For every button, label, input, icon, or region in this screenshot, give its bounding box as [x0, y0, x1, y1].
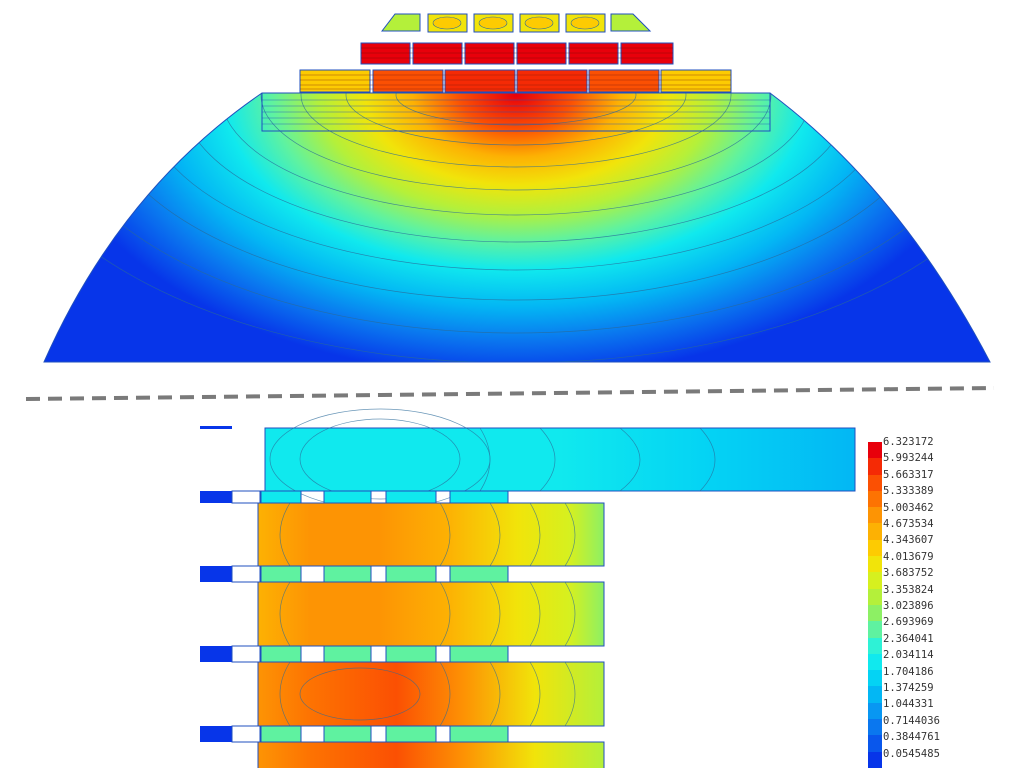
legend-swatch: [868, 702, 882, 720]
legend-swatch: [868, 507, 882, 524]
legend-label: 5.993244: [883, 452, 934, 465]
legend-swatch: [868, 523, 882, 540]
legend-label: 4.013679: [883, 550, 934, 563]
plate-lines: [262, 99, 770, 125]
legend-label: 3.683752: [883, 567, 934, 580]
legend-swatch: [868, 735, 882, 752]
top-bar-contours: [269, 408, 716, 510]
panel-separator: [25, 386, 995, 401]
legend-swatch: [868, 588, 882, 605]
legend-label: 1.374259: [883, 682, 934, 694]
legend-swatch: [868, 442, 882, 459]
legend-label: 2.034114: [883, 649, 934, 662]
connector-row-2: [200, 565, 509, 583]
legend-label: 2.693969: [883, 616, 934, 629]
legend-swatch: [868, 604, 882, 622]
legend-label: 3.023896: [883, 600, 934, 612]
legend-color-bar: [868, 442, 882, 768]
overview-panel: [43, 13, 991, 363]
legend-swatch: [868, 670, 882, 687]
detail-bar-2: [257, 581, 605, 647]
legend-label: 3.353824: [883, 583, 934, 596]
legend-swatch: [868, 653, 882, 671]
segment-row-middle: [360, 42, 674, 65]
legend-swatch: [868, 719, 882, 736]
segment-row-lower: [299, 69, 732, 93]
legend-label: 0.7144036: [883, 714, 940, 727]
legend-swatch: [868, 458, 882, 475]
connector-row-1: [200, 490, 509, 504]
legend-swatch: [868, 539, 882, 557]
legend-label: 6.323172: [883, 436, 934, 448]
detail-bar-3: [257, 661, 605, 727]
color-legend: 6.323172 5.993244 5.663317 5.333389 5.00…: [868, 436, 978, 768]
legend-swatch: [868, 572, 882, 589]
legend-label: 4.673534: [883, 518, 934, 530]
legend-label: 1.044331: [883, 698, 934, 711]
legend-swatch: [868, 621, 882, 638]
legend-label: 0.0545485: [883, 747, 940, 760]
legend-swatch: [868, 490, 882, 508]
legend-swatch: [868, 637, 882, 654]
legend-swatch: [868, 686, 882, 703]
legend-label: 2.364041: [883, 632, 934, 645]
segment-row-top: [380, 13, 652, 33]
legend-swatch: [868, 751, 882, 768]
detail-bar-4: [257, 741, 605, 768]
legend-swatch: [868, 556, 882, 573]
connector-row-3: [200, 645, 509, 663]
legend-label: 4.343607: [883, 534, 934, 547]
legend-label: 5.003462: [883, 501, 934, 514]
top-cyan-bar: [264, 427, 856, 492]
detail-panel: [200, 408, 856, 768]
legend-label: 5.333389: [883, 485, 934, 498]
legend-label: 5.663317: [883, 468, 934, 481]
dome-region: [43, 92, 991, 363]
legend-label: 1.704186: [883, 665, 934, 678]
connector-row-4: [200, 725, 509, 743]
bar-contours: [279, 502, 576, 727]
legend-label: 0.3844761: [883, 731, 940, 744]
detail-bar-1: [257, 502, 605, 567]
legend-swatch: [868, 474, 882, 491]
